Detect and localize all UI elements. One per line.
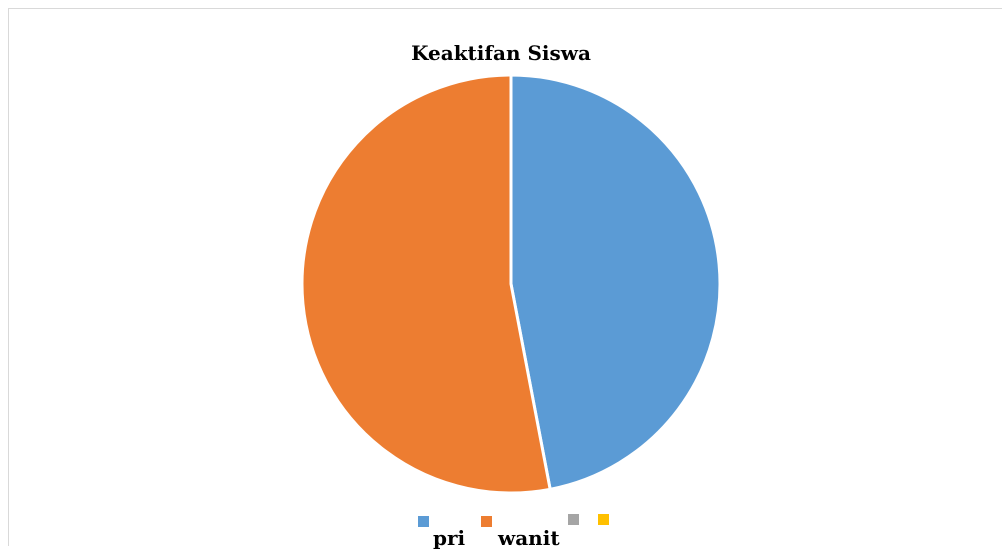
pie-slice-wanit (300, 73, 552, 495)
legend-swatch-pri (418, 516, 429, 527)
chart-title: Keaktifan Siswa (411, 41, 591, 65)
legend-swatch-wanit (481, 516, 492, 527)
legend-label-wanit: wanit (498, 526, 560, 550)
legend-swatch-grey (568, 514, 579, 525)
pie-slice-pri (509, 73, 722, 491)
legend-label-pri: pri (433, 526, 466, 550)
legend-swatch-yellow (598, 514, 609, 525)
